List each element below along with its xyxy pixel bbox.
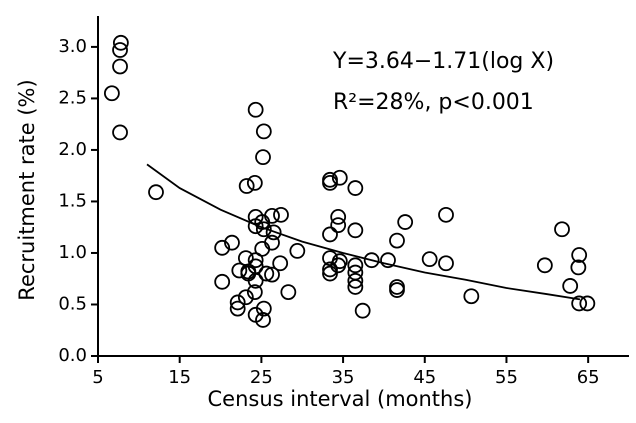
point	[258, 265, 275, 282]
point	[112, 58, 128, 75]
point	[148, 184, 164, 201]
y-tick-label: 2.0	[58, 139, 87, 160]
x-tick-label: 55	[495, 367, 518, 388]
point	[112, 42, 128, 58]
y-tick-label: 0.5	[58, 293, 87, 314]
point	[354, 302, 371, 319]
point	[246, 284, 263, 301]
point	[237, 250, 254, 267]
r-squared: R²=28%, p<0.001	[333, 90, 534, 115]
point	[214, 239, 231, 256]
point	[237, 289, 254, 306]
fit-curve	[146, 163, 581, 301]
point	[389, 232, 405, 249]
y-tick-label: 1.5	[58, 190, 87, 211]
point	[229, 300, 246, 317]
point	[554, 221, 570, 238]
point	[214, 273, 231, 290]
point	[247, 272, 264, 289]
point	[570, 259, 587, 276]
point	[255, 312, 271, 328]
point	[421, 251, 438, 268]
point	[247, 252, 264, 269]
point	[347, 272, 364, 289]
point	[347, 222, 364, 239]
point	[347, 279, 364, 295]
point	[322, 171, 338, 188]
point	[331, 169, 348, 186]
y-tick-label: 3.0	[58, 36, 87, 57]
x-tick-label: 45	[413, 367, 436, 388]
point	[571, 247, 588, 263]
point	[112, 34, 129, 51]
point	[265, 224, 282, 241]
point	[389, 282, 405, 298]
x-tick-label: 65	[577, 367, 600, 388]
point	[322, 265, 338, 282]
point	[322, 175, 338, 191]
x-tick-label: 5	[92, 367, 103, 388]
point	[322, 226, 338, 243]
point	[397, 214, 414, 230]
point	[238, 178, 255, 194]
point	[264, 266, 280, 283]
y-axis-label: Recruitment rate (%)	[15, 79, 39, 300]
point	[579, 295, 596, 312]
point	[463, 288, 480, 305]
x-tick-label: 25	[250, 367, 273, 388]
point	[347, 180, 364, 196]
point	[438, 206, 454, 223]
point	[103, 85, 120, 102]
point	[112, 124, 128, 141]
x-tick-label: 35	[332, 367, 355, 388]
point	[363, 252, 380, 269]
point	[571, 295, 588, 312]
point	[289, 243, 306, 259]
point	[347, 257, 364, 274]
y-tick-label: 1.0	[58, 242, 87, 263]
point	[255, 221, 272, 238]
point	[247, 101, 264, 118]
point	[389, 279, 405, 295]
point	[562, 278, 579, 294]
point	[330, 217, 347, 234]
point	[273, 206, 289, 223]
point	[322, 261, 338, 278]
point	[255, 123, 272, 140]
point	[438, 255, 454, 272]
point	[272, 255, 289, 272]
point	[280, 284, 297, 301]
y-tick-label: 2.5	[58, 87, 87, 108]
point	[224, 234, 240, 251]
point	[264, 207, 280, 224]
y-tick-label: 0.0	[58, 345, 87, 366]
point	[330, 257, 347, 274]
point	[536, 257, 553, 274]
point	[330, 209, 347, 225]
point	[229, 294, 246, 311]
point	[380, 252, 396, 269]
point	[255, 149, 271, 166]
x-tick-label: 15	[168, 367, 191, 388]
equation: Y=3.64−1.71(log X)	[332, 49, 554, 74]
point	[246, 175, 263, 191]
point	[231, 262, 248, 279]
x-axis-label: Census interval (months)	[208, 387, 473, 411]
point	[247, 218, 264, 235]
